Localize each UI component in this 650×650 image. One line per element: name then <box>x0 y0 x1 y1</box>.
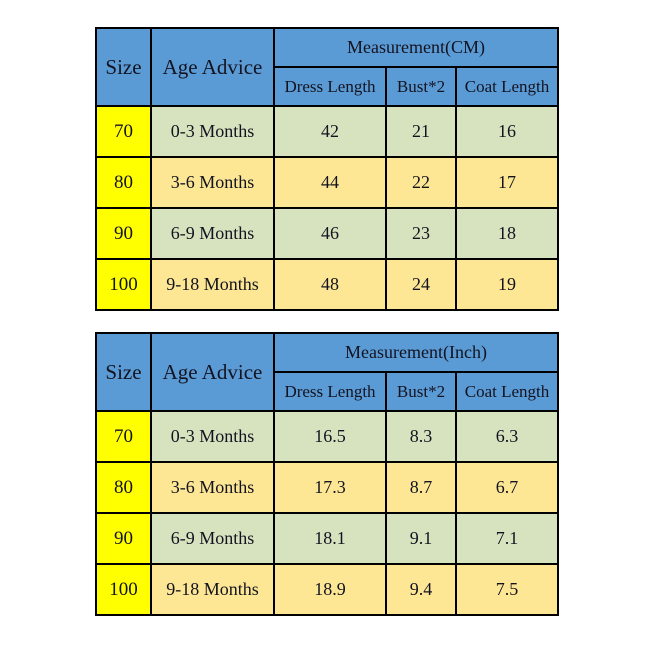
coat-length-value: 19 <box>455 258 559 311</box>
size-value: 80 <box>95 156 152 209</box>
size-value: 100 <box>95 563 152 616</box>
header-row-1: Size Age Advice Measurement(CM) <box>95 27 559 107</box>
dress-length-value: 42 <box>273 105 387 158</box>
age-value: 9-18 Months <box>150 563 275 616</box>
table-row: 90 6-9 Months 18.1 9.1 7.1 <box>95 512 560 565</box>
bust-value: 9.1 <box>385 512 457 565</box>
size-value: 70 <box>95 105 152 158</box>
size-table-cm: Size Age Advice Measurement(CM) Dress Le… <box>95 27 559 311</box>
dress-length-value: 18.9 <box>273 563 387 616</box>
size-column-header: Size <box>95 27 152 107</box>
age-value: 6-9 Months <box>150 512 275 565</box>
dress-length-header: Dress Length <box>273 66 387 107</box>
age-value: 0-3 Months <box>150 105 275 158</box>
bust-value: 24 <box>385 258 457 311</box>
age-value: 9-18 Months <box>150 258 275 311</box>
bust-value: 23 <box>385 207 457 260</box>
bust-value: 22 <box>385 156 457 209</box>
bust-header: Bust*2 <box>385 66 457 107</box>
dress-length-value: 17.3 <box>273 461 387 514</box>
measurement-group-header: Measurement(CM) <box>273 27 559 68</box>
coat-length-value: 17 <box>455 156 559 209</box>
age-value: 3-6 Months <box>150 156 275 209</box>
header-row-2: Dress Length Bust*2 Coat Length <box>96 371 560 412</box>
dress-length-value: 48 <box>273 258 387 311</box>
age-advice-column-header: Age Advice <box>150 27 275 107</box>
table-row: 70 0-3 Months 42 21 16 <box>95 105 559 158</box>
bust-value: 8.7 <box>385 461 457 514</box>
header-row-1: Size Age Advice Measurement(Inch) <box>95 332 560 412</box>
header-row-2: Dress Length Bust*2 Coat Length <box>96 66 559 107</box>
bust-value: 21 <box>385 105 457 158</box>
table-row: 100 9-18 Months 48 24 19 <box>95 258 559 311</box>
coat-length-header: Coat Length <box>454 371 560 412</box>
coat-length-header: Coat Length <box>455 66 559 107</box>
table-row: 70 0-3 Months 16.5 8.3 6.3 <box>95 410 560 463</box>
size-value: 80 <box>95 461 152 514</box>
table-row: 100 9-18 Months 18.9 9.4 7.5 <box>95 563 560 616</box>
bust-value: 9.4 <box>385 563 457 616</box>
age-value: 3-6 Months <box>150 461 275 514</box>
table-row: 80 3-6 Months 17.3 8.7 6.7 <box>95 461 560 514</box>
coat-length-value: 18 <box>455 207 559 260</box>
coat-length-value: 6.3 <box>454 410 560 463</box>
measurement-group-header: Measurement(Inch) <box>272 332 560 373</box>
size-table-inch: Size Age Advice Measurement(Inch) Dress … <box>95 332 560 616</box>
table-row: 80 3-6 Months 44 22 17 <box>95 156 559 209</box>
dress-length-value: 16.5 <box>273 410 387 463</box>
dress-length-value: 18.1 <box>273 512 387 565</box>
dress-length-value: 44 <box>273 156 387 209</box>
size-value: 100 <box>95 258 152 311</box>
size-value: 90 <box>95 512 152 565</box>
dress-length-header: Dress Length <box>273 371 387 412</box>
coat-length-value: 6.7 <box>454 461 560 514</box>
coat-length-value: 7.1 <box>454 512 560 565</box>
coat-length-value: 7.5 <box>454 563 560 616</box>
size-value: 90 <box>95 207 152 260</box>
dress-length-value: 46 <box>273 207 387 260</box>
size-value: 70 <box>95 410 152 463</box>
age-value: 0-3 Months <box>150 410 275 463</box>
bust-header: Bust*2 <box>385 371 457 412</box>
bust-value: 8.3 <box>385 410 457 463</box>
age-advice-column-header: Age Advice <box>150 332 275 412</box>
size-column-header: Size <box>95 332 152 412</box>
coat-length-value: 16 <box>455 105 559 158</box>
table-row: 90 6-9 Months 46 23 18 <box>95 207 559 260</box>
age-value: 6-9 Months <box>150 207 275 260</box>
